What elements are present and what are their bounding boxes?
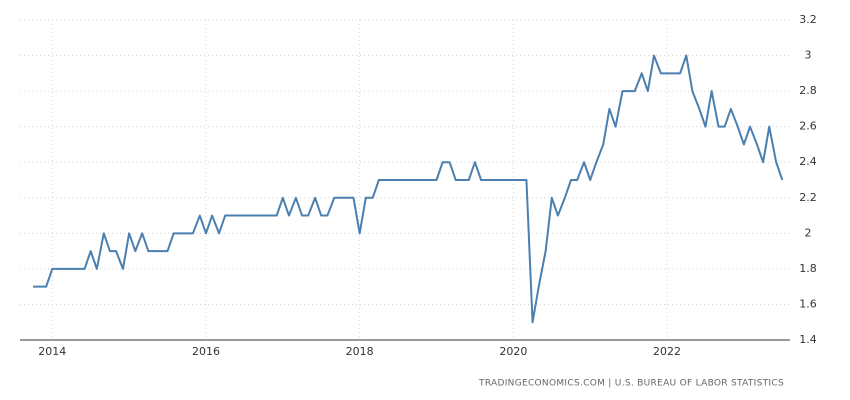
y-tick-label: 2.2 (799, 191, 817, 204)
x-tick-label: 2022 (653, 345, 681, 358)
data-line (33, 54, 784, 324)
y-tick-label: 2.4 (799, 155, 817, 168)
x-tick-label: 2020 (499, 345, 527, 358)
x-tick-label: 2014 (38, 345, 66, 358)
source-note: TRADINGECONOMICS.COM | U.S. BUREAU OF LA… (478, 379, 784, 389)
y-tick-label: 3 (805, 49, 812, 62)
y-tick-label: 2.6 (799, 120, 817, 133)
y-tick-label: 2 (805, 226, 812, 239)
y-tick-label: 2.8 (799, 84, 817, 97)
y-tick-label: 1.8 (799, 262, 817, 275)
y-tick-label: 1.6 (799, 297, 817, 310)
x-tick-label: 2018 (346, 345, 374, 358)
y-tick-label: 3.2 (799, 13, 817, 26)
y-tick-label: 1.4 (799, 333, 817, 346)
x-tick-label: 2016 (192, 345, 220, 358)
